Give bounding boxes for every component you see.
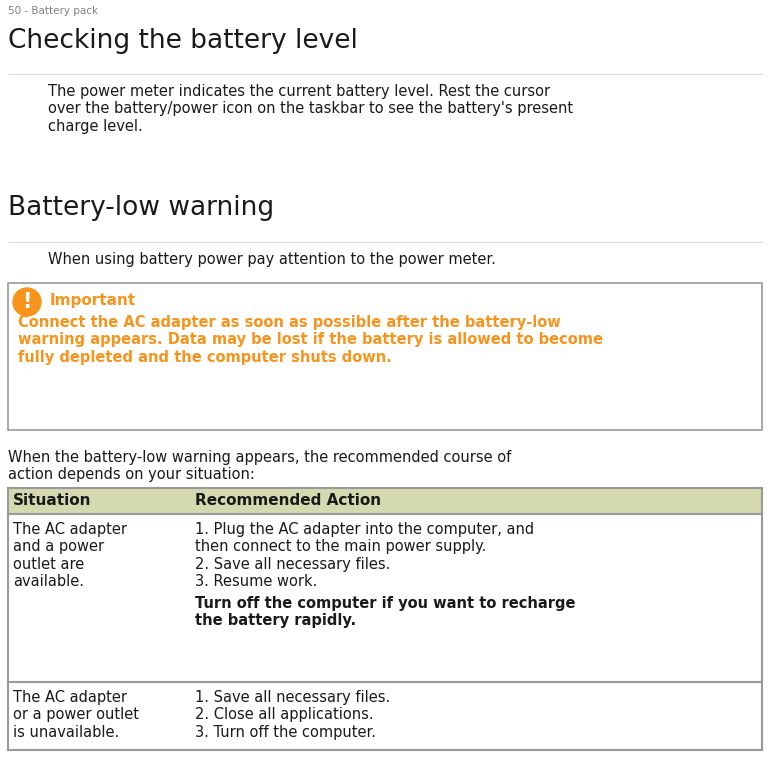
Text: 50 - Battery pack: 50 - Battery pack bbox=[8, 6, 98, 16]
Circle shape bbox=[13, 288, 41, 316]
Text: The power meter indicates the current battery level. Rest the cursor
over the ba: The power meter indicates the current ba… bbox=[48, 84, 573, 134]
Text: 1. Save all necessary files.
2. Close all applications.
3. Turn off the computer: 1. Save all necessary files. 2. Close al… bbox=[195, 690, 390, 740]
Text: 1. Plug the AC adapter into the computer, and
then connect to the main power sup: 1. Plug the AC adapter into the computer… bbox=[195, 522, 534, 590]
Text: action depends on your situation:: action depends on your situation: bbox=[8, 467, 255, 482]
Text: Situation: Situation bbox=[13, 493, 92, 508]
FancyBboxPatch shape bbox=[8, 283, 762, 430]
Text: Important: Important bbox=[50, 293, 136, 308]
Text: Recommended Action: Recommended Action bbox=[195, 493, 381, 508]
Text: The AC adapter
and a power
outlet are
available.: The AC adapter and a power outlet are av… bbox=[13, 522, 127, 590]
Text: Turn off the computer if you want to recharge
the battery rapidly.: Turn off the computer if you want to rec… bbox=[195, 596, 575, 629]
Text: Battery-low warning: Battery-low warning bbox=[8, 195, 274, 221]
Text: When the battery-low warning appears, the recommended course of: When the battery-low warning appears, th… bbox=[8, 450, 511, 465]
Text: When using battery power pay attention to the power meter.: When using battery power pay attention t… bbox=[48, 252, 496, 267]
Text: Connect the AC adapter as soon as possible after the battery-low
warning appears: Connect the AC adapter as soon as possib… bbox=[18, 315, 603, 365]
Text: The AC adapter
or a power outlet
is unavailable.: The AC adapter or a power outlet is unav… bbox=[13, 690, 139, 740]
Text: Checking the battery level: Checking the battery level bbox=[8, 28, 358, 54]
FancyBboxPatch shape bbox=[8, 488, 762, 514]
Text: !: ! bbox=[22, 292, 32, 312]
